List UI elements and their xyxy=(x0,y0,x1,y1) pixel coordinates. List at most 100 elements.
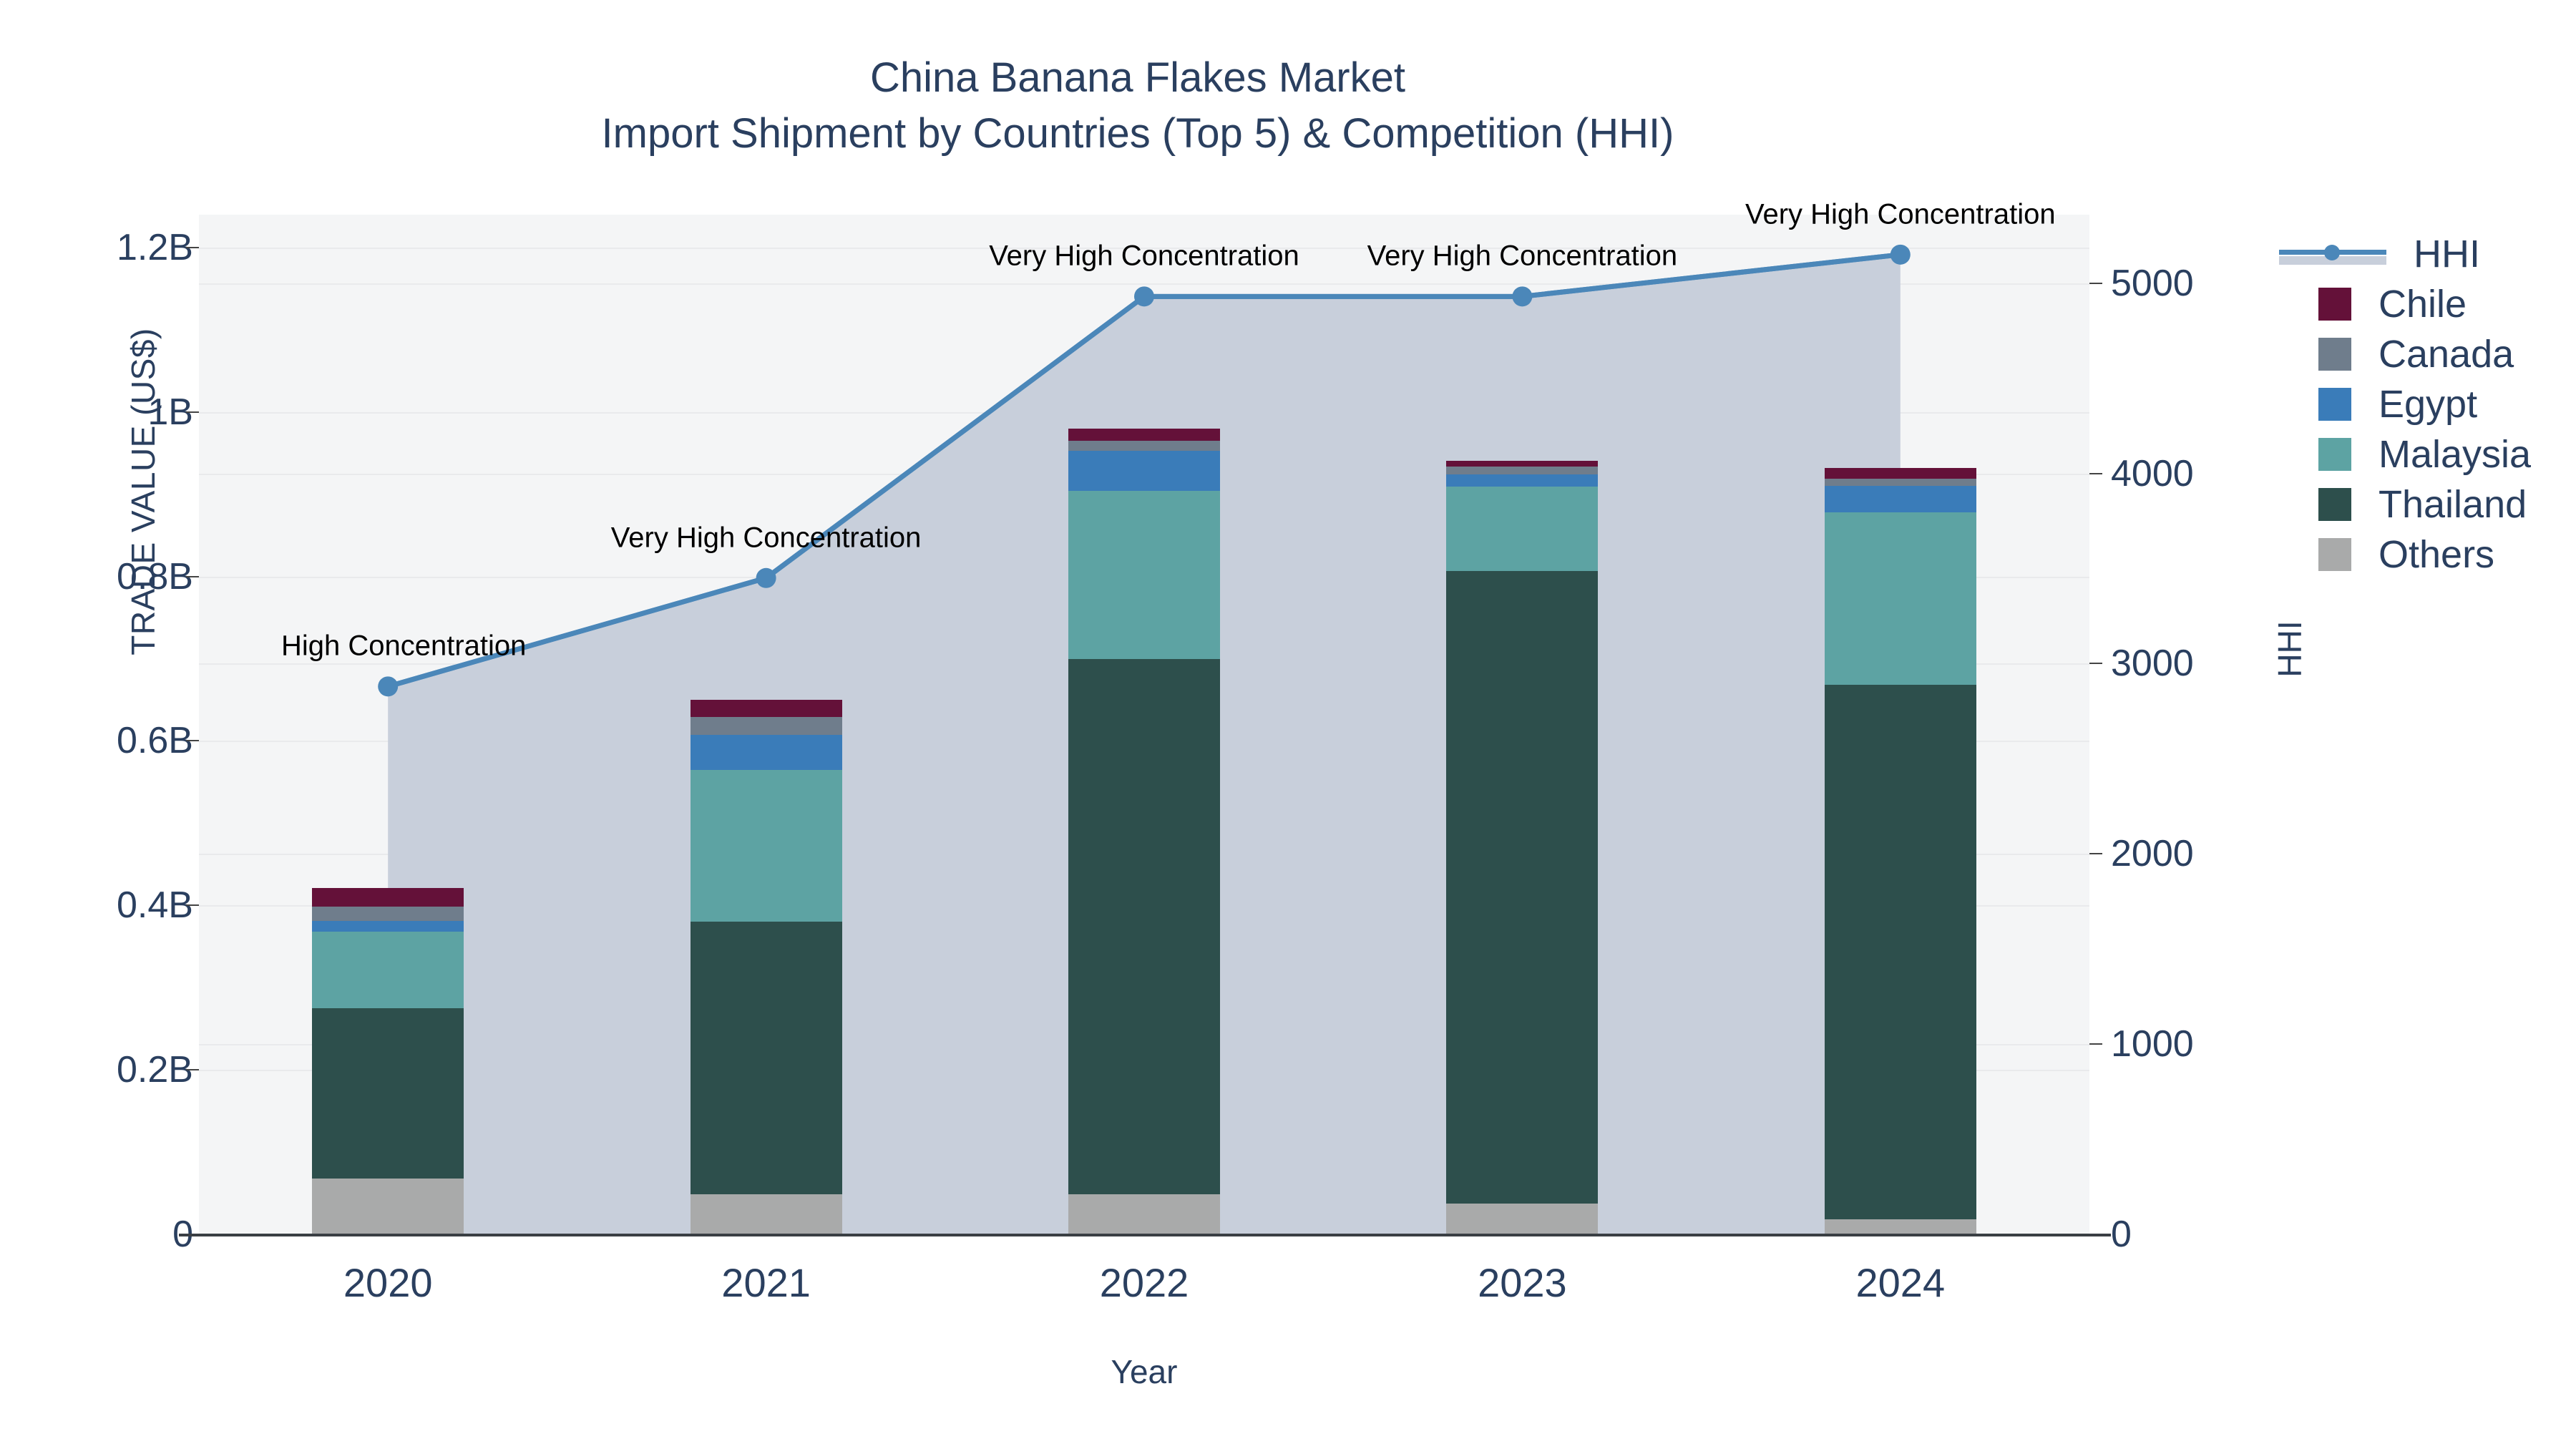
legend-swatch-malaysia xyxy=(2318,438,2351,471)
y-tick-left-0.8B: 0.8B xyxy=(117,555,193,597)
x-tick-2023: 2023 xyxy=(1478,1260,1567,1305)
y-tick-left-1B: 1B xyxy=(147,391,193,433)
y-tickmark-right xyxy=(2089,472,2102,474)
bar-segment-malaysia-2024[interactable] xyxy=(1824,512,1976,686)
y-tickmark-left xyxy=(186,740,199,742)
legend-label-others: Others xyxy=(2379,533,2495,576)
hhi-annotation-2024: Very High Concentration xyxy=(1745,198,2056,230)
hhi-annotation-2020: High Concentration xyxy=(280,630,527,662)
y-tick-right-4000: 4000 xyxy=(2111,452,2194,494)
y-tickmark-left xyxy=(186,246,199,248)
legend-label-thailand: Thailand xyxy=(2379,483,2527,526)
y-tickmark-right xyxy=(2089,853,2102,855)
bar-stack-2021[interactable] xyxy=(690,0,842,1449)
bar-segment-malaysia-2023[interactable] xyxy=(1446,487,1599,571)
x-tick-2021: 2021 xyxy=(721,1260,811,1305)
bar-segment-others-2020[interactable] xyxy=(312,1178,464,1234)
bar-segment-others-2023[interactable] xyxy=(1446,1204,1599,1234)
bar-segment-thailand-2021[interactable] xyxy=(690,922,842,1194)
y-tickmark-right xyxy=(2089,663,2102,665)
y-tick-right-5000: 5000 xyxy=(2111,262,2194,304)
y-axis-title-right: HHI xyxy=(2271,620,2308,678)
hhi-annotation-2023: Very High Concentration xyxy=(1367,240,1678,272)
y-tick-left-0.4B: 0.4B xyxy=(117,884,193,927)
legend-item-chile[interactable]: Chile xyxy=(2279,279,2531,329)
legend-label-malaysia: Malaysia xyxy=(2379,433,2532,476)
y-tick-right-3000: 3000 xyxy=(2111,643,2194,685)
legend-marker-dot-icon xyxy=(2324,245,2340,260)
y-tick-left-0: 0 xyxy=(172,1214,193,1255)
x-tick-2022: 2022 xyxy=(1099,1260,1189,1305)
legend-item-canada[interactable]: Canada xyxy=(2279,329,2531,379)
y-tickmark-left xyxy=(186,575,199,577)
legend-swatch-canada xyxy=(2318,338,2351,371)
bar-segment-thailand-2022[interactable] xyxy=(1068,658,1220,1194)
gridline-left xyxy=(199,247,2089,249)
legend-line-icon xyxy=(2279,238,2386,270)
legend-label-chile: Chile xyxy=(2379,283,2467,326)
bar-segment-others-2022[interactable] xyxy=(1068,1194,1220,1234)
y-tickmark-left xyxy=(186,411,199,413)
y-axis-title-left: TRADE VALUE (US$) xyxy=(125,328,162,655)
bar-segment-canada-2024[interactable] xyxy=(1824,478,1976,487)
bar-segment-chile-2023[interactable] xyxy=(1446,460,1599,467)
y-tick-left-0.2B: 0.2B xyxy=(117,1049,193,1091)
x-axis-title: Year xyxy=(1111,1353,1178,1390)
y-tickmark-left xyxy=(186,1069,199,1071)
y-tickmark-right xyxy=(2089,282,2102,284)
legend-swatch-chile xyxy=(2318,288,2351,321)
x-tick-2024: 2024 xyxy=(1855,1260,1946,1305)
y-tickmark-left xyxy=(186,904,199,907)
legend-label-egypt: Egypt xyxy=(2379,383,2478,426)
legend-label-canada: Canada xyxy=(2379,333,2514,376)
bar-segment-malaysia-2022[interactable] xyxy=(1068,491,1220,659)
bar-segment-chile-2024[interactable] xyxy=(1824,467,1976,479)
chart-subtitle: Import Shipment by Countries (Top 5) & C… xyxy=(601,109,1674,157)
bar-segment-thailand-2023[interactable] xyxy=(1446,570,1599,1204)
hhi-annotation-2022: Very High Concentration xyxy=(989,240,1299,272)
bar-segment-others-2024[interactable] xyxy=(1824,1219,1976,1234)
bar-segment-malaysia-2020[interactable] xyxy=(312,931,464,1008)
bar-segment-chile-2020[interactable] xyxy=(312,887,464,907)
bar-segment-canada-2023[interactable] xyxy=(1446,466,1599,475)
chart-title: China Banana Flakes Market xyxy=(870,54,1405,101)
bar-segment-chile-2021[interactable] xyxy=(690,700,842,718)
legend-item-others[interactable]: Others xyxy=(2279,530,2531,580)
legend-swatch-egypt xyxy=(2318,388,2351,421)
legend-area-swatch xyxy=(2279,256,2386,265)
hhi-annotation-2021: Very High Concentration xyxy=(610,522,922,554)
y-tickmark-right xyxy=(2089,1043,2102,1045)
legend-swatch-thailand xyxy=(2318,488,2351,521)
legend-label-hhi: HHI xyxy=(2414,233,2480,275)
bar-segment-canada-2020[interactable] xyxy=(312,906,464,921)
legend-swatch-others xyxy=(2318,538,2351,571)
bar-segment-egypt-2020[interactable] xyxy=(312,920,464,932)
bar-segment-egypt-2021[interactable] xyxy=(690,735,842,770)
y-tick-right-1000: 1000 xyxy=(2111,1023,2194,1065)
chart-legend: HHI Chile Canada Egypt Malaysia Thailand Other… xyxy=(2279,229,2531,580)
bar-segment-thailand-2020[interactable] xyxy=(312,1008,464,1179)
legend-item-malaysia[interactable]: Malaysia xyxy=(2279,429,2531,479)
y-tick-left-1.2B: 1.2B xyxy=(117,226,193,268)
legend-item-hhi[interactable]: HHI xyxy=(2279,229,2531,279)
bar-segment-canada-2021[interactable] xyxy=(690,717,842,736)
y-tick-right-0: 0 xyxy=(2111,1214,2132,1255)
bar-segment-thailand-2024[interactable] xyxy=(1824,685,1976,1220)
bar-segment-egypt-2024[interactable] xyxy=(1824,486,1976,512)
bar-segment-canada-2022[interactable] xyxy=(1068,441,1220,451)
bar-segment-egypt-2023[interactable] xyxy=(1446,474,1599,487)
legend-item-thailand[interactable]: Thailand xyxy=(2279,479,2531,530)
bar-segment-malaysia-2021[interactable] xyxy=(690,769,842,922)
bar-stack-2023[interactable] xyxy=(1446,0,1599,1449)
bar-stack-2020[interactable] xyxy=(312,0,464,1449)
y-tick-left-0.6B: 0.6B xyxy=(117,720,193,762)
x-axis-line xyxy=(179,1234,2111,1236)
bar-stack-2022[interactable] xyxy=(1068,0,1220,1449)
bar-segment-chile-2022[interactable] xyxy=(1068,428,1220,441)
chart-title-block: China Banana Flakes Market Import Shipme… xyxy=(0,50,2275,161)
legend-item-egypt[interactable]: Egypt xyxy=(2279,379,2531,429)
bar-segment-others-2021[interactable] xyxy=(690,1194,842,1234)
bar-segment-egypt-2022[interactable] xyxy=(1068,450,1220,492)
x-tick-2020: 2020 xyxy=(343,1260,433,1305)
